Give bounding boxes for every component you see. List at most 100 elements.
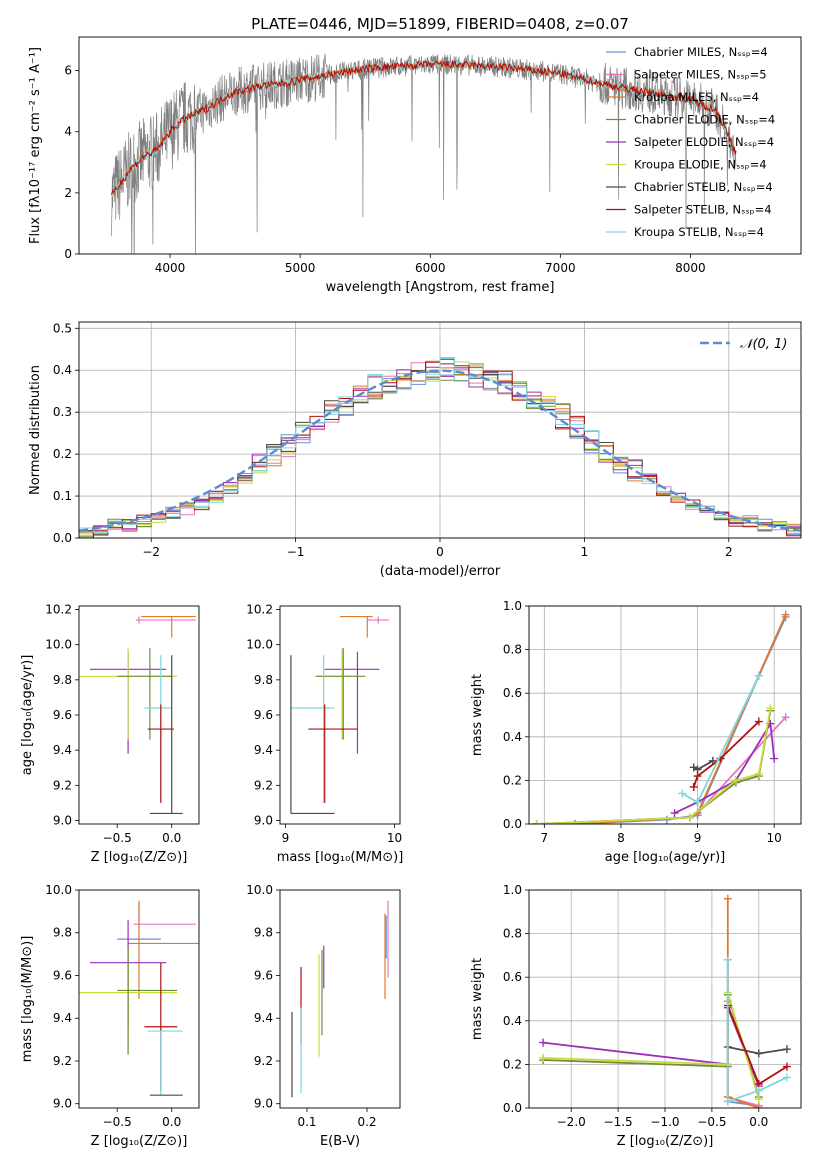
x-tick-label: 5000 bbox=[285, 261, 316, 275]
x-tick-label: 0.2 bbox=[357, 1115, 376, 1129]
series-line bbox=[692, 720, 760, 788]
data-point bbox=[689, 782, 698, 791]
gaussian-curve bbox=[79, 369, 801, 532]
y-tick-label: 0.0 bbox=[53, 531, 72, 545]
chart-age-vs-mass: 9 10 9.0 9.2 9.4 9.6 9.8 10.0 10.2 mass [log₁₀(M/… bbox=[246, 603, 403, 865]
y-tick-label: 9.0 bbox=[53, 813, 72, 827]
series-line bbox=[536, 716, 787, 824]
axes-frame bbox=[528, 889, 802, 1109]
y-tick-label: 9.6 bbox=[53, 708, 72, 722]
y-axis-label: Flux [fλ10⁻¹⁷ erg cm⁻² s⁻¹ A⁻¹] bbox=[28, 47, 43, 244]
data-point bbox=[781, 610, 790, 619]
y-tick-label: 9.6 bbox=[53, 968, 72, 982]
x-axis-label: Z [log₁₀(Z/Z⊙)] bbox=[617, 1134, 714, 1149]
x-tick-label: 7 bbox=[541, 831, 549, 845]
y-tick-label: 1.0 bbox=[503, 599, 522, 613]
x-tick-label: −0.5 bbox=[103, 831, 132, 845]
x-axis-label: (data-model)/error bbox=[380, 564, 501, 579]
data-point bbox=[754, 717, 763, 726]
y-tick-label: 10.0 bbox=[45, 638, 72, 652]
y-tick-label: 10.2 bbox=[45, 603, 72, 617]
x-tick-label: 6000 bbox=[415, 261, 446, 275]
y-tick-label: 9.8 bbox=[254, 926, 273, 940]
y-tick-label: 2 bbox=[64, 186, 72, 200]
axes-frame bbox=[279, 605, 401, 825]
data-point bbox=[693, 772, 702, 781]
chart-mass-vs-metallicity: −0.5 0.0 9.0 9.2 9.4 9.6 9.8 10.0 Z [log₁₀(Z/Z⊙)… bbox=[20, 883, 200, 1149]
x-axis-label: wavelength [Angstrom, rest frame] bbox=[326, 280, 555, 295]
chart-mass-weight-vs-age: 7 8 9 10 0.0 0.2 0.4 0.6 0.8 1.0 age [log₁₀(age/yr… bbox=[470, 599, 802, 865]
y-tick-label: 9.0 bbox=[53, 1097, 72, 1111]
y-tick-label: 0.5 bbox=[53, 321, 72, 335]
axes-frame bbox=[279, 889, 401, 1109]
data-point bbox=[754, 1104, 763, 1108]
plot-area bbox=[79, 615, 196, 815]
y-tick-label: 1.0 bbox=[503, 883, 522, 897]
data-point bbox=[770, 754, 779, 763]
data-point bbox=[723, 1097, 732, 1106]
x-tick-label: 7000 bbox=[545, 261, 576, 275]
x-tick-label: 9 bbox=[282, 831, 290, 845]
chart-age-vs-metallicity: −0.5 0.0 9.0 9.2 9.4 9.6 9.8 10.0 10.2 Z [log₁₀(Z… bbox=[20, 603, 200, 865]
axes-frame bbox=[528, 605, 802, 825]
data-point bbox=[754, 671, 763, 680]
y-tick-label: 0.4 bbox=[503, 1014, 522, 1028]
y-tick-label: 9.6 bbox=[254, 708, 273, 722]
x-tick-label: 2 bbox=[725, 545, 733, 559]
y-tick-label: 0.6 bbox=[503, 970, 522, 984]
x-tick-label: −1 bbox=[287, 545, 305, 559]
y-tick-label: 10.0 bbox=[246, 638, 273, 652]
plot-area bbox=[111, 53, 737, 254]
legend-label: Kroupa ELODIE, Nₛₛₚ=4 bbox=[634, 158, 767, 172]
series-line bbox=[536, 614, 787, 824]
data-point bbox=[754, 1086, 763, 1095]
y-tick-label: 0.0 bbox=[503, 1101, 522, 1115]
y-tick-label: 9.2 bbox=[254, 778, 273, 792]
plot-area bbox=[290, 615, 390, 815]
model-spectrum bbox=[111, 60, 737, 195]
x-axis-label: age [log₁₀(age/yr)] bbox=[605, 850, 726, 865]
legend-label: Kroupa MILES, Nₛₛₚ=4 bbox=[634, 90, 759, 104]
y-axis-label: mass [log₁₀(M/M⊙)] bbox=[20, 936, 35, 1063]
figure-title: PLATE=0446, MJD=51899, FIBERID=0408, z=0… bbox=[251, 15, 629, 33]
chart-spectrum: 4000 5000 6000 7000 8000 0 2 4 6 wavelength [Angs… bbox=[28, 36, 802, 295]
plot-area bbox=[79, 357, 801, 538]
axes-frame bbox=[78, 889, 200, 1109]
y-tick-label: 0.6 bbox=[503, 686, 522, 700]
x-tick-label: 0.1 bbox=[297, 1115, 316, 1129]
y-tick-label: 9.4 bbox=[254, 1011, 273, 1025]
data-point bbox=[723, 955, 732, 964]
data-point bbox=[782, 1073, 791, 1082]
series-line bbox=[727, 1046, 788, 1055]
y-tick-label: 0.3 bbox=[53, 405, 72, 419]
data-point bbox=[723, 894, 732, 903]
data-point bbox=[754, 1095, 763, 1104]
legend-label: Salpeter MILES, Nₛₛₚ=5 bbox=[634, 68, 767, 82]
x-tick-label: 10 bbox=[387, 831, 402, 845]
x-tick-label: 0 bbox=[436, 545, 444, 559]
chart-mass-weight-vs-metallicity: −2.0 −1.5 −1.0 −0.5 0.0 0.0 0.2 0.4 0.6 0.8 1.0 Z [… bbox=[470, 883, 802, 1149]
y-tick-label: 0.2 bbox=[503, 1057, 522, 1071]
legend-label: Chabrier STELIB, Nₛₛₚ=4 bbox=[634, 180, 773, 194]
y-tick-label: 0.8 bbox=[503, 927, 522, 941]
data-point bbox=[754, 769, 763, 778]
data-point bbox=[570, 820, 579, 824]
plot-area bbox=[79, 900, 199, 1096]
y-tick-label: 0.0 bbox=[503, 817, 522, 831]
y-tick-label: 0.8 bbox=[503, 643, 522, 657]
data-point bbox=[685, 813, 694, 822]
y-tick-label: 9.8 bbox=[53, 926, 72, 940]
legend-label: Salpeter STELIB, Nₛₛₚ=4 bbox=[634, 203, 772, 217]
y-tick-label: 9.2 bbox=[53, 778, 72, 792]
legend-label: Kroupa STELIB, Nₛₛₚ=4 bbox=[634, 225, 764, 239]
y-tick-label: 9.0 bbox=[254, 813, 273, 827]
data-point bbox=[539, 1038, 548, 1047]
y-tick-label: 0 bbox=[64, 247, 72, 261]
y-tick-label: 9.8 bbox=[254, 673, 273, 687]
y-tick-label: 6 bbox=[64, 64, 72, 78]
data-point bbox=[532, 820, 541, 824]
y-tick-label: 0.2 bbox=[503, 773, 522, 787]
data-point bbox=[693, 798, 702, 807]
x-tick-label: 8000 bbox=[675, 261, 706, 275]
